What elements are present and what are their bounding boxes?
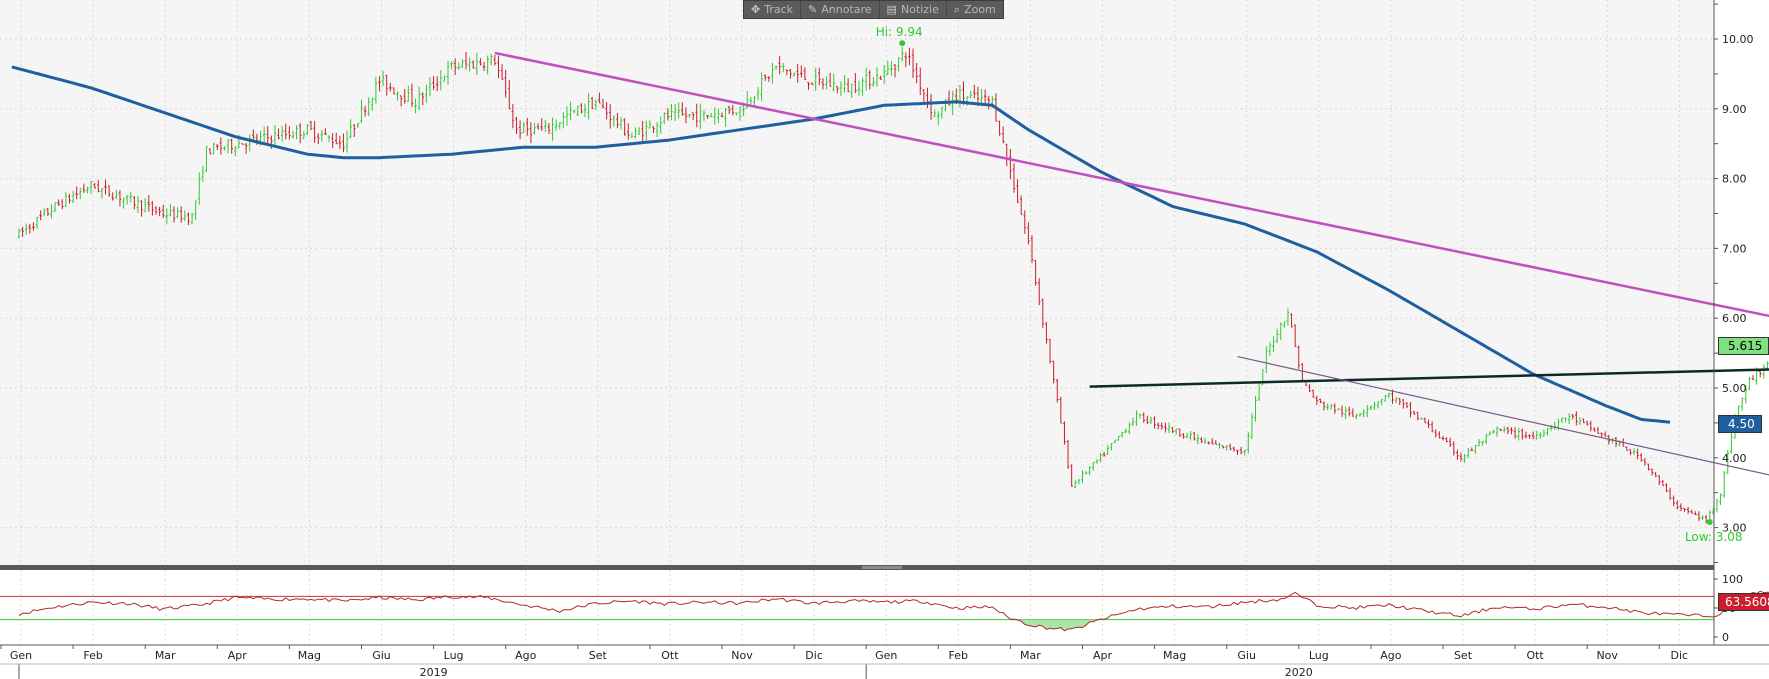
pencil-icon: ✎ [808,3,818,16]
trendline-trend-thin [1237,356,1769,476]
rsi-oversold-fill [999,619,1105,631]
last-price-tag: 5.615 [1718,337,1769,355]
month-label: Giu [372,649,391,662]
price-tick-label: 9.00 [1722,103,1747,116]
month-label: Mar [155,649,176,662]
pane-divider [0,565,1714,570]
month-label: Ott [661,649,679,662]
price-tick-label: 3.00 [1722,522,1747,535]
month-label: Nov [731,649,753,662]
month-label: Lug [1309,649,1329,662]
month-label: Feb [83,649,102,662]
month-label: Mag [298,649,321,662]
price-tick-label: 5.00 [1722,382,1747,395]
annotate-label: Annotare [821,3,872,16]
month-label: Apr [1093,649,1113,662]
annotate-button[interactable]: ✎ Annotare [801,1,880,18]
chart-toolbar: ✥ Track ✎ Annotare ▤ Notizie ⌕ Zoom [743,0,1004,19]
trendline-trend-main [494,51,1769,318]
price-tick-label: 10.00 [1722,33,1754,46]
low-marker [1706,519,1713,526]
month-label: Ago [515,649,537,662]
high-marker [899,40,906,47]
rsi-tick-label: 100 [1722,573,1743,586]
month-label: Dic [805,649,823,662]
month-label: Lug [444,649,464,662]
high-label: Hi: 9.94 [876,25,923,39]
magnifier-icon: ⌕ [953,2,961,16]
zoom-button[interactable]: ⌕ Zoom [947,1,1003,18]
month-label: Dic [1671,649,1689,662]
track-label: Track [764,3,794,16]
price-tick-label: 8.00 [1722,173,1747,186]
price-tick-label: 4.00 [1722,452,1747,465]
rsi-line [18,590,1769,632]
news-button[interactable]: ▤ Notizie [880,1,947,18]
rsi-tick-label: 0 [1722,631,1729,644]
pane-divider-handle [862,566,902,569]
news-icon: ▤ [886,3,897,16]
rsi-value-tag: 63.5608 [1718,593,1769,611]
month-label: Nov [1596,649,1618,662]
moving-average-line [11,65,1671,424]
month-label: Giu [1237,649,1256,662]
crosshair-icon: ✥ [751,3,761,16]
moving-average-tag: 4.50 [1718,415,1762,433]
month-label: Set [589,649,608,662]
trendline-support [1089,368,1769,388]
year-label: 2020 [1285,666,1313,679]
price-tick-label: 6.00 [1722,312,1747,325]
month-label: Ott [1526,649,1544,662]
year-label: 2019 [420,666,448,679]
month-label: Mag [1163,649,1186,662]
low-label: Low: 3.08 [1685,530,1743,544]
month-label: Feb [949,649,968,662]
month-label: Gen [10,649,32,662]
month-label: Ago [1380,649,1402,662]
zoom-label: Zoom [964,3,996,16]
price-tick-label: 7.00 [1722,242,1747,255]
month-label: Apr [228,649,248,662]
news-label: Notizie [900,3,939,16]
track-button[interactable]: ✥ Track [744,1,802,18]
month-label: Gen [875,649,897,662]
month-label: Set [1454,649,1473,662]
month-label: Mar [1020,649,1041,662]
